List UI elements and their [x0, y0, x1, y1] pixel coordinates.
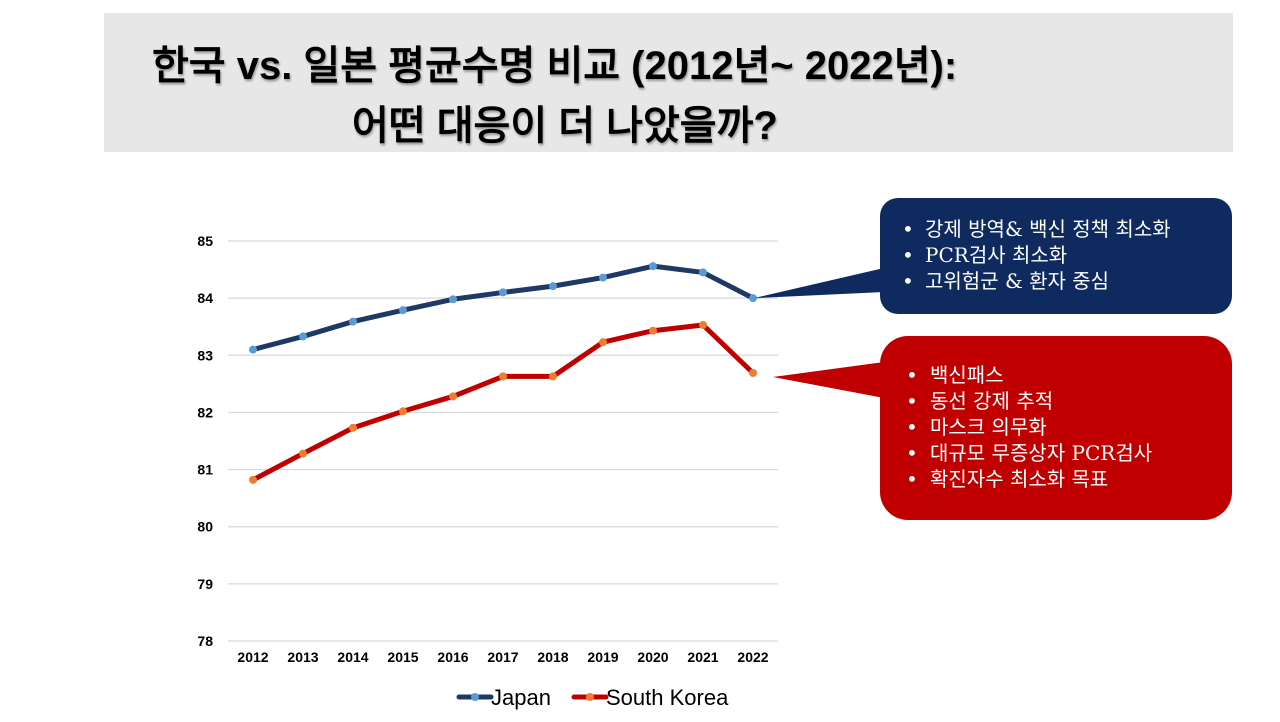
slide-title-line-1: 한국 vs. 일본 평균수명 비교 (2012년~ 2022년): [152, 44, 958, 88]
data-point-japan [749, 294, 757, 303]
data-point-south-korea [249, 475, 257, 484]
y-tick-label: 84 [197, 290, 213, 306]
legend-label-south-korea: South Korea [606, 685, 729, 710]
y-axis-ticks: 78 79 80 81 82 83 84 85 [197, 233, 213, 649]
y-tick-label: 80 [197, 519, 213, 535]
data-point-south-korea [649, 326, 657, 335]
callout-korea: • 백신패스 • 동선 강제 추적 • 마스크 의무화 • 대규모 무증상자 PCR검사 • 확진… [773, 336, 1232, 520]
series-line-south-korea [250, 322, 756, 483]
x-tick-label: 2020 [637, 649, 668, 665]
callout-pointer-korea [773, 362, 884, 398]
data-point-japan [699, 268, 707, 277]
data-point-south-korea [549, 372, 557, 381]
y-tick-label: 81 [197, 462, 213, 478]
callout-japan: • 강제 방역& 백신 정책 최소화 • PCR검사 최소화 • 고위험군 & 환자 중심 [754, 198, 1232, 314]
callout-item: 강제 방역& 백신 정책 최소화 [925, 217, 1171, 241]
data-point-japan [299, 332, 307, 341]
y-gridlines [228, 240, 778, 642]
title-band [104, 13, 1233, 152]
x-tick-label: 2014 [337, 649, 368, 665]
y-tick-label: 79 [197, 576, 213, 592]
callout-item: 대규모 무증상자 PCR검사 [930, 441, 1152, 465]
x-tick-label: 2013 [287, 649, 318, 665]
x-tick-label: 2017 [487, 649, 518, 665]
data-point-south-korea [749, 369, 757, 377]
x-tick-label: 2016 [437, 649, 468, 665]
y-tick-label: 85 [197, 233, 213, 249]
bullet-icon: • [906, 363, 918, 387]
bullet-icon: • [906, 441, 918, 465]
data-point-japan [399, 306, 407, 315]
legend-marker-south-korea [586, 693, 594, 701]
x-tick-label: 2018 [537, 649, 568, 665]
bullet-icon: • [906, 415, 918, 439]
callout-box-japan [880, 198, 1232, 314]
data-point-japan [549, 282, 557, 291]
bullet-icon: • [902, 269, 914, 293]
x-tick-label: 2015 [387, 649, 418, 665]
series-japan [249, 262, 757, 354]
data-point-japan [649, 262, 657, 271]
y-tick-label: 82 [197, 404, 213, 420]
data-point-south-korea [499, 372, 507, 381]
y-tick-label: 83 [197, 347, 213, 363]
callout-item: PCR검사 최소화 [925, 243, 1067, 267]
series-line-japan [250, 263, 756, 353]
data-point-south-korea [449, 392, 457, 401]
x-tick-label: 2021 [687, 649, 718, 665]
callout-item: 고위험군 & 환자 중심 [925, 269, 1109, 293]
legend-label-japan: Japan [491, 685, 551, 710]
data-point-south-korea [349, 423, 357, 432]
data-point-south-korea [699, 321, 707, 329]
data-point-japan [499, 288, 507, 297]
legend-marker-japan [471, 693, 479, 701]
y-tick-label: 78 [197, 633, 213, 649]
callout-pointer-japan [754, 268, 884, 299]
callout-box-korea [880, 336, 1232, 520]
data-point-south-korea [399, 407, 407, 416]
x-tick-label: 2012 [237, 649, 268, 665]
x-tick-label: 2019 [587, 649, 618, 665]
bullet-icon: • [906, 467, 918, 491]
callout-item: 백신패스 [930, 363, 1004, 387]
data-point-japan [349, 317, 357, 326]
chart-legend: Japan South Korea [456, 685, 729, 710]
callout-item: 동선 강제 추적 [930, 389, 1053, 413]
data-point-japan [249, 345, 257, 354]
data-point-japan [449, 295, 457, 304]
bullet-icon: • [902, 217, 914, 241]
data-point-south-korea [299, 449, 307, 458]
slide-title-line-2: 어떤 대응이 더 나았을까? [352, 104, 778, 148]
bullet-icon: • [902, 243, 914, 267]
x-axis-ticks: 2012 2013 2014 2015 2016 2017 2018 2019 2020 2021… [237, 649, 768, 665]
callout-item: 확진자수 최소화 목표 [930, 467, 1108, 491]
data-point-south-korea [599, 338, 607, 347]
bullet-icon: • [906, 389, 918, 413]
series-south-korea [249, 321, 757, 484]
data-point-japan [599, 273, 607, 282]
callout-item: 마스크 의무화 [930, 415, 1047, 439]
x-tick-label: 2022 [737, 649, 768, 665]
